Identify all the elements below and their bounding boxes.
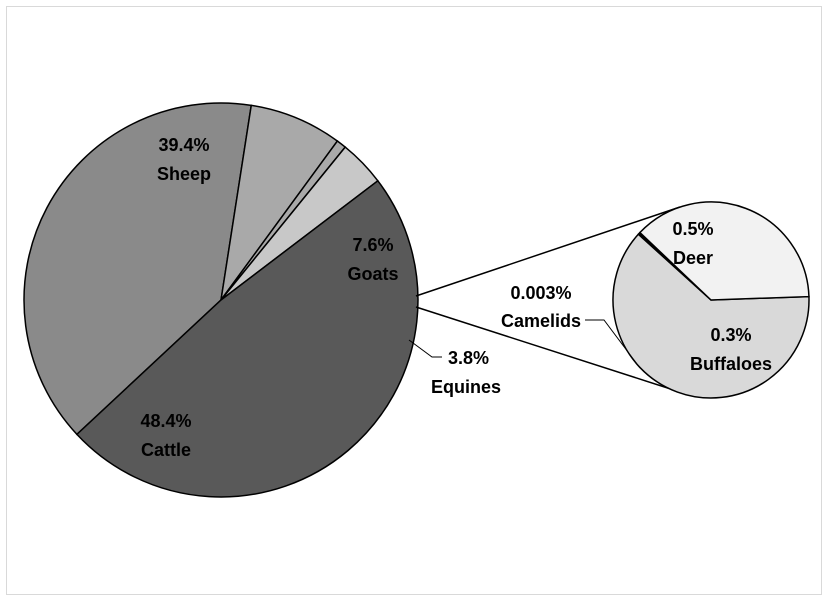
label-sheep-name: Sheep [157, 164, 211, 184]
pie-slice-deer [612, 233, 810, 399]
main-pie [23, 102, 419, 498]
label-cattle-percent: 48.4% [140, 411, 191, 431]
label-camelids-percent: 0.003% [510, 283, 571, 303]
label-deer-percent: 0.5% [672, 219, 713, 239]
connector-lines [415, 206, 681, 393]
label-camelids-name: Camelids [501, 311, 581, 331]
label-deer-name: Deer [673, 248, 713, 268]
pie-slice-goats [220, 104, 339, 301]
leader-line-equines [408, 339, 442, 358]
label-buffaloes-percent: 0.3% [710, 325, 751, 345]
connector-line-top [415, 206, 681, 297]
label-buffaloes-name: Buffaloes [690, 354, 772, 374]
label-goats-percent: 7.6% [352, 235, 393, 255]
leader-line-camelids [585, 319, 641, 369]
pie-slice-sheep [23, 102, 253, 436]
sub-pie [612, 201, 810, 399]
label-cattle-name: Cattle [141, 440, 191, 460]
pie-slice-cattle [75, 179, 419, 498]
chart-frame [6, 6, 822, 595]
label-goats-name: Goats [347, 264, 398, 284]
pie-slice-buffaloes [638, 201, 810, 301]
label-sheep-percent: 39.4% [158, 135, 209, 155]
label-equines-name: Equines [431, 377, 501, 397]
connector-line-bottom [415, 306, 681, 393]
label-equines-percent: 3.8% [448, 348, 489, 368]
